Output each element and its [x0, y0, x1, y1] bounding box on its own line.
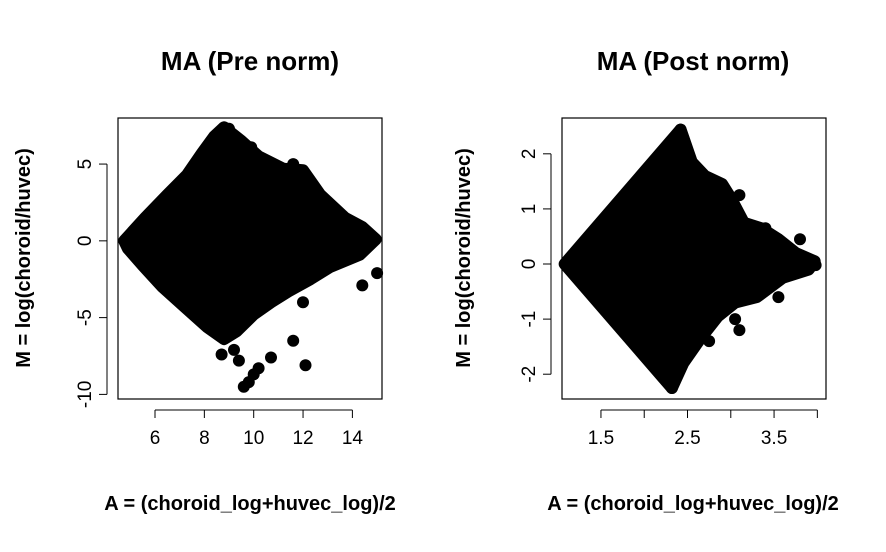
pre-norm-panel: MA (Pre norm) 6 8 10 12 14 -10 -5 0 5 A = (chor… — [13, 46, 396, 515]
post-norm-x-tick-label: 3.5 — [761, 428, 787, 449]
pre-norm-outlier-point — [215, 125, 228, 138]
pre-norm-x-tick-label: 6 — [150, 428, 161, 449]
pre-norm-y-axis: -10 -5 0 5 — [75, 159, 108, 408]
post-norm-y-tick-label: 0 — [519, 259, 540, 270]
pre-norm-x-tick-label: 8 — [199, 428, 210, 449]
pre-norm-x-axis-label: A = (choroid_log+huvec_log)/2 — [104, 493, 396, 515]
post-norm-x-axis: 1.5 2.5 3.5 — [588, 409, 818, 449]
post-norm-data-layer — [558, 123, 822, 394]
pre-norm-outlier-point — [287, 334, 300, 347]
post-norm-outlier-point — [772, 291, 785, 304]
pre-norm-plot-frame — [117, 117, 383, 400]
pre-norm-outlier-point — [287, 158, 300, 171]
pre-norm-outlier-point — [299, 359, 312, 372]
post-norm-outlier-point — [665, 382, 678, 394]
pre-norm-point-cloud — [118, 121, 382, 346]
pre-norm-outlier-point — [265, 351, 277, 364]
post-norm-y-tick-label: -1 — [519, 311, 540, 328]
pre-norm-data-layer — [118, 121, 384, 393]
post-norm-y-axis: -2 -1 0 1 2 — [519, 149, 552, 383]
post-norm-y-tick-label: 1 — [519, 204, 540, 215]
post-norm-y-tick-label: -2 — [519, 366, 540, 383]
pre-norm-outlier-point — [237, 380, 250, 393]
pre-norm-outlier-point — [245, 141, 258, 154]
post-norm-outlier-point — [733, 189, 746, 202]
post-norm-panel: MA (Post norm) 1.5 2.5 3.5 -2 -1 0 1 2 A = (ch… — [453, 46, 839, 515]
post-norm-outlier-point — [759, 222, 772, 235]
pre-norm-y-tick-label: -5 — [75, 309, 96, 326]
pre-norm-outlier-point — [215, 348, 228, 361]
pre-norm-y-tick-label: 5 — [75, 159, 96, 170]
post-norm-title: MA (Post norm) — [597, 46, 790, 76]
post-norm-outlier-point — [794, 233, 806, 246]
post-norm-y-tick-label: 2 — [519, 149, 540, 160]
pre-norm-outlier-point — [232, 354, 245, 367]
pre-norm-outlier-point — [356, 279, 369, 292]
pre-norm-x-tick-label: 12 — [292, 428, 313, 449]
pre-norm-x-tick-label: 14 — [342, 428, 364, 449]
pre-norm-y-axis-label: M = log(choroid/huvec) — [13, 148, 35, 367]
pre-norm-outlier-point — [228, 343, 240, 356]
post-norm-outlier-point — [729, 313, 742, 326]
post-norm-y-axis-label: M = log(choroid/huvec) — [453, 148, 475, 367]
pre-norm-x-tick-label: 10 — [243, 428, 264, 449]
post-norm-x-axis-label: A = (choroid_log+huvec_log)/2 — [547, 493, 839, 515]
post-norm-outlier-point — [674, 123, 687, 136]
post-norm-outlier-point — [703, 335, 716, 348]
post-norm-outlier-point — [733, 324, 746, 337]
pre-norm-outlier-point — [297, 296, 309, 309]
post-norm-x-tick-label: 1.5 — [588, 428, 614, 449]
pre-norm-title: MA (Pre norm) — [161, 46, 339, 76]
pre-norm-y-tick-label: 0 — [75, 236, 96, 247]
post-norm-x-tick-label: 2.5 — [674, 428, 700, 449]
post-norm-outlier-point — [809, 259, 822, 272]
pre-norm-y-tick-label: -10 — [75, 381, 96, 408]
post-norm-point-cloud — [558, 123, 821, 394]
pre-norm-outlier-point — [371, 267, 384, 280]
pre-norm-x-axis: 6 8 10 12 14 — [150, 409, 364, 449]
